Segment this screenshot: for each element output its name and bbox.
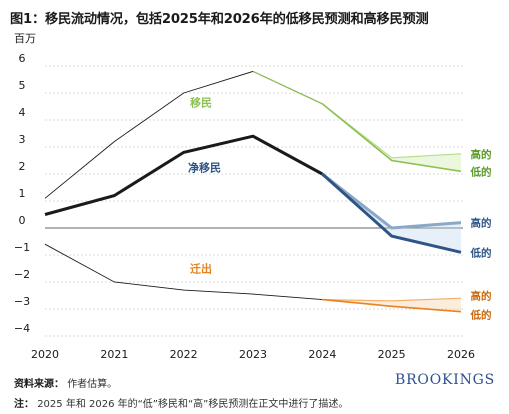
y-tick-label: −4 <box>14 322 30 335</box>
immigration-high-label: 高的 <box>471 148 492 161</box>
net-migration-low-label: 低的 <box>470 246 492 259</box>
net-migration-high-line <box>321 172 462 230</box>
emigration-high-label: 高的 <box>471 290 492 303</box>
y-tick-label: −3 <box>14 295 30 308</box>
x-tick-label: 2021 <box>100 348 128 361</box>
x-tick-label: 2025 <box>378 348 406 361</box>
immigration-low-label: 低的 <box>470 165 492 178</box>
x-tick-label: 2023 <box>239 348 267 361</box>
note-text: 2025 年和 2026 年的“低”移民和“高”移民预测在正文中进行了描述。 <box>37 399 349 410</box>
chart-title: 图1：移民流动情况，包括2025年和2026年的低移民预测和高移民预测 <box>10 12 429 27</box>
y-tick-label: 1 <box>19 187 26 200</box>
grid-lines: 6 5 4 3 2 1 0 −1 −2 −3 −4 <box>14 52 463 337</box>
source-text: 作者估算。 <box>67 379 118 390</box>
y-tick-label: 5 <box>19 79 26 92</box>
immigration-series-label: 移民 <box>190 96 212 110</box>
x-tick-label: 2020 <box>31 348 59 361</box>
net-migration-low-line <box>321 172 462 254</box>
immigration-high-line <box>321 103 462 159</box>
net-migration-historical-line <box>44 134 324 216</box>
emigration-low-line <box>322 298 462 313</box>
y-tick-label: 4 <box>19 106 26 119</box>
emigration-low-label: 低的 <box>470 308 492 321</box>
footnote: 注： 2025 年和 2026 年的“低”移民和“高”移民预测在正文中进行了描述… <box>14 395 348 410</box>
net-migration-series-label: 净移民 <box>188 160 221 174</box>
y-tick-label: 2 <box>19 160 26 173</box>
series-lines <box>44 70 462 313</box>
chart-labels: 2020 2021 2022 2023 2024 2025 2026移民净移民迁出高的低的高… <box>31 96 492 362</box>
y-tick-label: 0 <box>19 214 26 227</box>
y-axis-unit-label: 百万 <box>14 32 36 45</box>
source-note: 资料来源： 作者估算。 <box>14 375 117 390</box>
y-tick-label: 6 <box>19 52 26 65</box>
projection-bands <box>322 103 461 312</box>
source-label: 资料来源： <box>14 379 64 390</box>
x-tick-label: 2022 <box>170 348 198 361</box>
y-tick-label: −1 <box>14 241 30 254</box>
emigration-high-line <box>322 297 462 302</box>
immigration-transition-line <box>252 70 323 105</box>
net-migration-high-label: 高的 <box>471 217 492 230</box>
immigration-historical-line <box>44 70 323 199</box>
x-tick-label: 2024 <box>308 348 336 361</box>
x-tick-label: 2026 <box>447 348 475 361</box>
note-label: 注： <box>14 399 34 410</box>
emigration-series-label: 迁出 <box>190 262 212 276</box>
emigration-historical-line <box>44 243 323 301</box>
brookings-logo: BROOKINGS <box>395 372 495 388</box>
net-migration-projection-band <box>322 174 461 253</box>
y-tick-label: 3 <box>19 133 26 146</box>
y-tick-label: −2 <box>14 268 30 281</box>
immigration-low-line <box>321 103 462 173</box>
